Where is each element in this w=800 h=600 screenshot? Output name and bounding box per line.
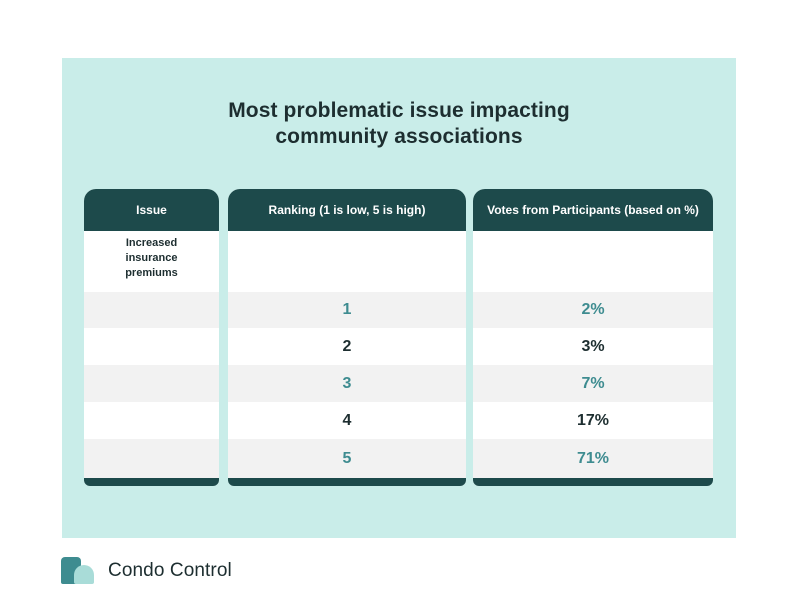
votes-cell: 71% [473,439,713,478]
votes-cell: 2% [473,292,713,328]
votes-header: Votes from Participants (based on %) [473,189,713,231]
table-row [84,292,219,328]
rank-cell: 1 [228,292,466,328]
issue-cell: Increased insurance premiums [125,237,178,279]
rank-cell: 5 [228,439,466,478]
issue-header: Issue [84,189,219,231]
votes-cell: 7% [473,365,713,402]
ranking-column-body: 1 2 3 4 5 [228,231,466,478]
table-row [84,402,219,439]
ranking-footer [228,478,466,486]
brand: Condo Control [61,557,232,585]
votes-cell: 3% [581,337,605,355]
brand-name: Condo Control [108,560,232,581]
rank-cell: 2 [342,337,352,355]
issue-footer [84,478,219,486]
ranking-header: Ranking (1 is low, 5 is high) [228,189,466,231]
table-row [473,231,713,292]
votes-footer [473,478,713,486]
rank-cell: 3 [228,365,466,402]
votes-column: Votes from Participants (based on %) 2% … [473,189,713,486]
rank-cell: 4 [342,411,352,429]
table-row [84,439,219,478]
condo-control-logo-icon [61,557,95,585]
page-title: Most problematic issue impacting communi… [62,98,736,150]
title-line-2: community associations [275,125,523,148]
table-row [84,328,219,365]
votes-cell: 17% [576,411,610,429]
title-line-1: Most problematic issue impacting [228,99,570,122]
table-row [228,231,466,292]
issue-column-body: Increased insurance premiums [84,231,219,478]
votes-column-body: 2% 3% 7% 17% 71% [473,231,713,478]
infographic-panel: Most problematic issue impacting communi… [62,58,736,538]
ranking-column: Ranking (1 is low, 5 is high) 1 2 3 4 5 [228,189,466,486]
table-row [84,365,219,402]
table-row: Increased insurance premiums [84,231,219,292]
issue-column: Issue Increased insurance premiums [84,189,219,486]
